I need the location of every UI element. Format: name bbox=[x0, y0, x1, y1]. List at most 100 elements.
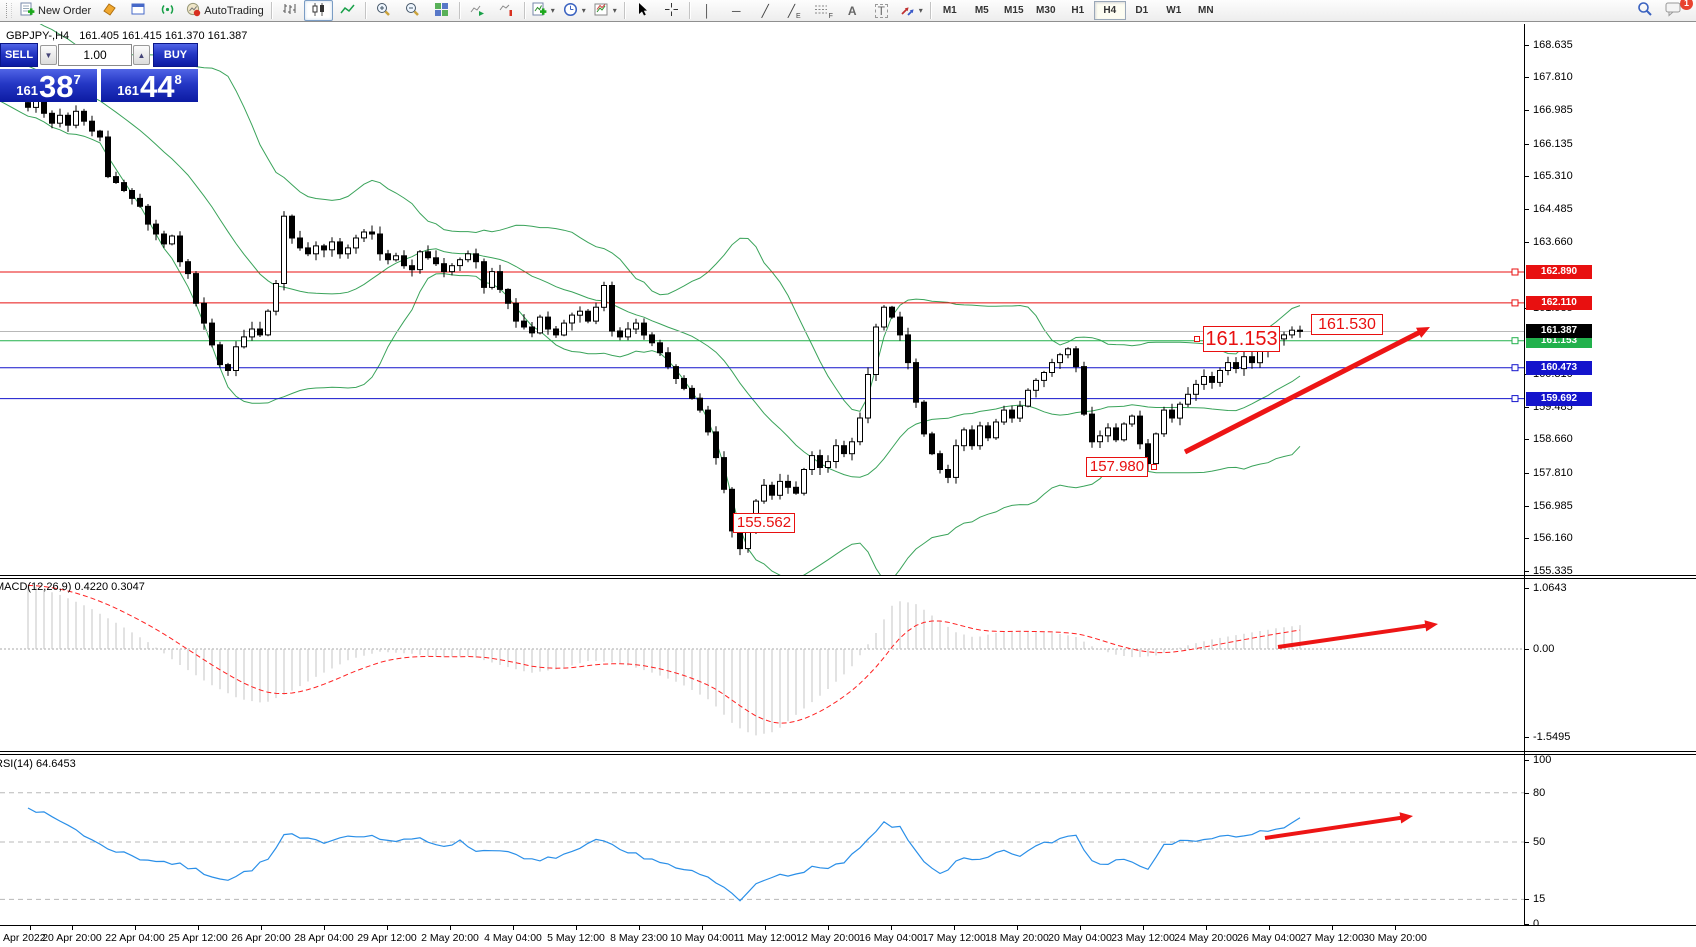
timeframe-button-m15[interactable]: M15 bbox=[1004, 5, 1024, 16]
axis-tick-label: 157.810 bbox=[1533, 467, 1573, 480]
notifications-button[interactable]: 1 bbox=[1659, 0, 1693, 21]
arrows-tool-dropdown[interactable]: ▾ bbox=[896, 0, 927, 21]
time-axis-tick bbox=[765, 926, 766, 930]
timeframe-button-h1[interactable]: H1 bbox=[1071, 5, 1085, 16]
buy-price-display[interactable]: 161 44 8 bbox=[101, 69, 198, 102]
tile-windows-button[interactable] bbox=[427, 0, 456, 21]
zoom-in-icon bbox=[376, 2, 391, 20]
annotation-price-label[interactable]: 161.530 bbox=[1311, 314, 1383, 335]
signals-button[interactable] bbox=[153, 0, 182, 21]
macd-pane[interactable] bbox=[0, 579, 1696, 751]
axis-tick-label: 100 bbox=[1533, 754, 1552, 766]
autotrading-button[interactable]: AutoTrading bbox=[182, 0, 268, 21]
price-chart-canvas[interactable] bbox=[0, 24, 1696, 575]
volume-decrease-button[interactable]: ▼ bbox=[40, 45, 57, 65]
search-button[interactable] bbox=[1630, 0, 1659, 21]
sell-button[interactable]: SELL bbox=[0, 43, 38, 67]
volume-input[interactable] bbox=[58, 44, 132, 66]
buy-price-sup: 8 bbox=[174, 72, 182, 87]
time-axis-tick bbox=[198, 926, 199, 930]
axis-tick bbox=[1525, 241, 1529, 243]
time-axis-tick bbox=[954, 926, 955, 930]
dropdown-caret-icon: ▾ bbox=[918, 6, 923, 15]
axis-tick bbox=[1525, 44, 1529, 46]
annotation-anchor[interactable] bbox=[1194, 336, 1200, 342]
vertical-line-icon: │ bbox=[703, 3, 712, 18]
buy-button[interactable]: BUY bbox=[153, 43, 198, 67]
time-axis[interactable]: Apr 2022 20 Apr 20:00 22 Apr 04:00 25 Apr 1… bbox=[0, 925, 1696, 947]
axis-tick bbox=[1525, 77, 1529, 79]
time-axis-label: Apr 2022 bbox=[3, 932, 46, 944]
price-axis[interactable]: 168.635 167.810 166.985 166.135 165.310 164.4… bbox=[1524, 24, 1696, 930]
fibonacci-tool[interactable]: F bbox=[809, 0, 838, 21]
chart-ohlc-values: 161.405 161.415 161.370 161.387 bbox=[79, 30, 248, 42]
price-chart-pane[interactable] bbox=[0, 24, 1696, 575]
axis-tick bbox=[1525, 792, 1529, 794]
zoom-in-button[interactable] bbox=[369, 0, 398, 21]
timeframe-button-m5[interactable]: M5 bbox=[974, 5, 989, 16]
toolbar-separator bbox=[523, 2, 525, 19]
timeframe-button-m30[interactable]: M30 bbox=[1036, 5, 1056, 16]
time-axis-label: 16 May 04:00 bbox=[859, 932, 923, 944]
timeframe-button-mn[interactable]: MN bbox=[1198, 5, 1214, 16]
market-watch-button[interactable] bbox=[95, 0, 124, 21]
pane-separator[interactable] bbox=[0, 575, 1696, 579]
rsi-value: 64.6453 bbox=[35, 758, 76, 770]
bar-chart-button[interactable] bbox=[275, 0, 304, 21]
channel-tool[interactable]: ╱ E bbox=[780, 0, 809, 21]
toolbar-separator bbox=[929, 2, 931, 19]
annotation-price-label[interactable]: 161.153 bbox=[1203, 326, 1280, 352]
new-chart-dropdown[interactable]: ▾ bbox=[528, 0, 559, 21]
axis-tick-label: 155.335 bbox=[1533, 564, 1573, 577]
timeframe-button-h4[interactable]: H4 bbox=[1093, 1, 1126, 20]
horizontal-line-tool[interactable]: ─ bbox=[722, 0, 751, 21]
time-axis-label: 25 Apr 12:00 bbox=[168, 932, 228, 944]
trendline-tool[interactable]: ╱ bbox=[751, 0, 780, 21]
rsi-pane[interactable] bbox=[0, 755, 1696, 924]
time-axis-tick bbox=[828, 926, 829, 930]
timeframe-button-m1[interactable]: M1 bbox=[942, 5, 957, 16]
data-window-icon bbox=[131, 2, 146, 20]
periods-dropdown[interactable]: ▾ bbox=[559, 0, 590, 21]
volume-increase-button[interactable]: ▲ bbox=[133, 45, 150, 65]
zoom-out-button[interactable] bbox=[398, 0, 427, 21]
vertical-line-tool[interactable]: │ bbox=[693, 0, 722, 21]
text-tool[interactable]: A bbox=[838, 0, 867, 21]
auto-scroll-icon bbox=[470, 2, 485, 20]
line-chart-button[interactable] bbox=[333, 0, 362, 21]
time-axis-tick bbox=[702, 926, 703, 930]
time-axis-label: 2 May 20:00 bbox=[421, 932, 479, 944]
price-level-badge: 161.387 bbox=[1526, 324, 1592, 339]
timeframe-button-d1[interactable]: D1 bbox=[1135, 5, 1149, 16]
toolbar-grip[interactable] bbox=[6, 3, 12, 18]
axis-tick bbox=[1525, 570, 1529, 572]
text-label-tool[interactable]: T bbox=[867, 0, 896, 21]
annotation-anchor[interactable] bbox=[1151, 464, 1157, 470]
cursor-tool-button[interactable] bbox=[628, 0, 657, 21]
axis-tick bbox=[1525, 899, 1529, 901]
time-axis-label: 22 Apr 04:00 bbox=[105, 932, 165, 944]
chart-shift-button[interactable] bbox=[492, 0, 521, 21]
sell-price-display[interactable]: 161 38 7 bbox=[0, 69, 97, 102]
chart-shift-icon bbox=[499, 2, 514, 20]
new-order-button[interactable]: New Order bbox=[16, 0, 95, 21]
axis-tick bbox=[1525, 176, 1529, 178]
axis-tick bbox=[1525, 473, 1529, 475]
pane-separator[interactable] bbox=[0, 751, 1696, 755]
notification-count-badge: 1 bbox=[1680, 0, 1693, 10]
toolbar-separator bbox=[364, 2, 366, 19]
annotation-price-label[interactable]: 155.562 bbox=[733, 513, 795, 533]
crosshair-tool-button[interactable] bbox=[657, 0, 686, 21]
axis-tick-label: 168.635 bbox=[1533, 38, 1573, 51]
annotation-price-label[interactable]: 157.980 bbox=[1086, 457, 1148, 477]
candlestick-chart-button[interactable] bbox=[303, 0, 333, 21]
rsi-canvas[interactable] bbox=[0, 755, 1696, 924]
auto-scroll-button[interactable] bbox=[463, 0, 492, 21]
time-axis-tick bbox=[1269, 926, 1270, 930]
axis-tick bbox=[1525, 505, 1529, 507]
text-tool-icon: A bbox=[847, 3, 857, 18]
macd-canvas[interactable] bbox=[0, 579, 1696, 751]
templates-dropdown[interactable]: ▾ bbox=[590, 0, 621, 21]
timeframe-button-w1[interactable]: W1 bbox=[1166, 5, 1182, 16]
data-window-button[interactable] bbox=[124, 0, 153, 21]
